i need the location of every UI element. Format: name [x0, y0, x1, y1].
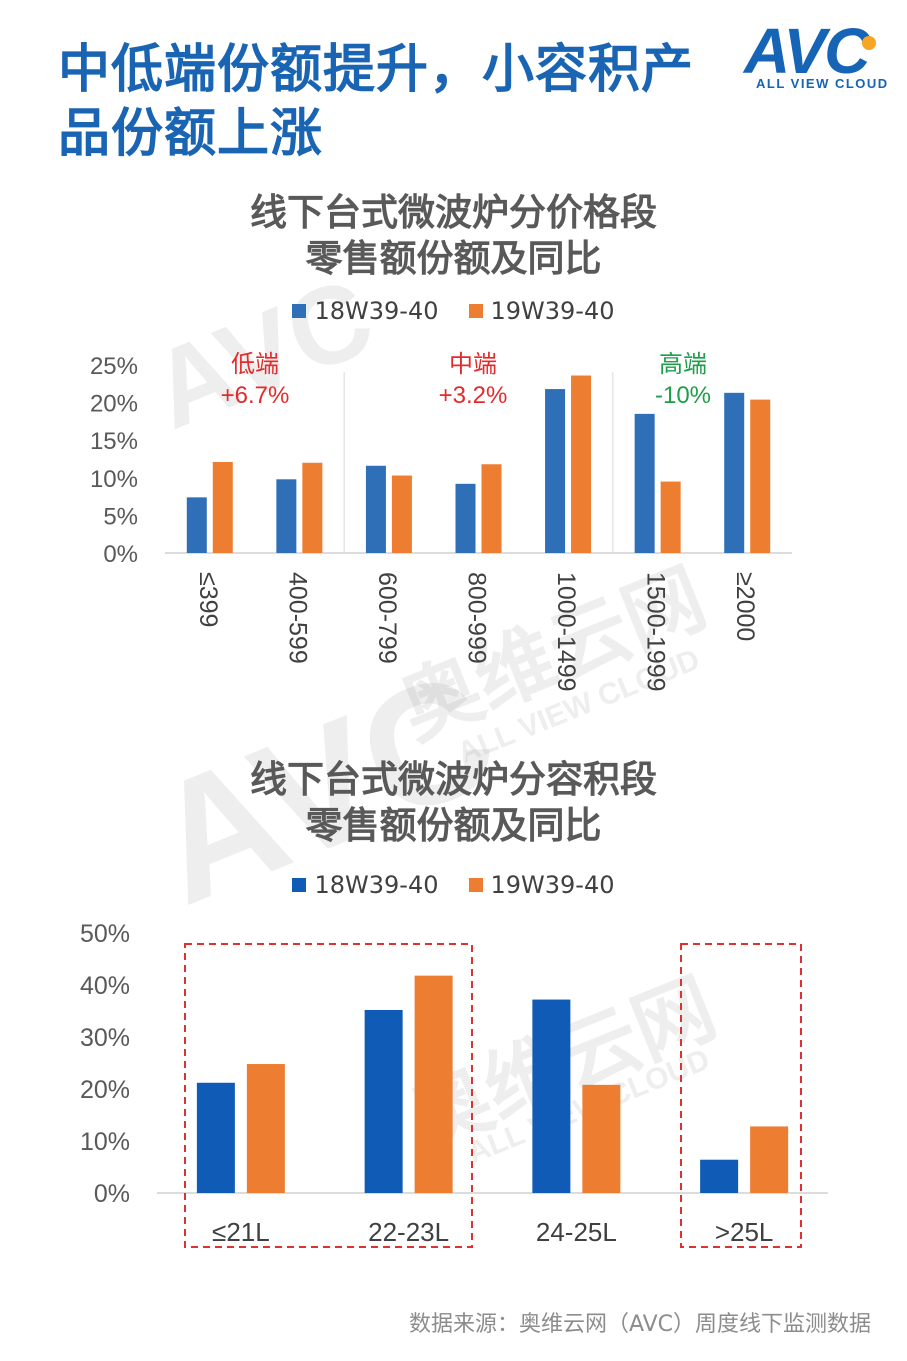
bar-18w — [365, 465, 386, 553]
legend-swatch-orange — [468, 304, 483, 318]
x-tick-label: 1500-1999 — [642, 572, 670, 692]
x-tick-label: 400-599 — [283, 572, 311, 664]
x-tick-label: ≥2000 — [731, 572, 759, 641]
bar-19w — [481, 464, 502, 553]
x-tick-label: >25L — [715, 1217, 774, 1247]
segment-change: +6.7% — [221, 382, 290, 409]
chart1-title: 线下台式微波炉分价格段 零售额份额及同比 — [0, 190, 907, 282]
bar-18w — [196, 1082, 235, 1193]
chart1-legend: 18W39-40 19W39-40 — [0, 297, 907, 325]
legend-swatch-blue — [292, 878, 307, 892]
x-tick-label: 1000-1499 — [552, 572, 580, 692]
bar-18w — [634, 413, 655, 553]
bar-19w — [571, 375, 592, 553]
logo-subtitle: ALL VIEW CLOUD — [756, 76, 889, 91]
chart2-title: 线下台式微波炉分容积段 零售额份额及同比 — [0, 757, 907, 849]
chart1-legend-item-19: 19W39-40 — [468, 297, 615, 325]
chart1-svg: 0% 5% 10% 15% 20% 25% ≤399 400-599 600-799 800-99… — [90, 350, 792, 692]
bar-19w — [750, 399, 771, 553]
bar-19w — [582, 1084, 621, 1193]
y-tick-label: 20% — [90, 391, 138, 418]
y-tick-label: 20% — [80, 1076, 130, 1104]
highlight-box-large-capacity — [680, 943, 802, 1248]
x-tick-label: ≤21L — [212, 1217, 270, 1247]
bar-19w — [750, 1126, 789, 1193]
chart1-title-line2: 零售额份额及同比 — [305, 237, 602, 280]
bar-19w — [391, 475, 412, 553]
bar-19w — [246, 1064, 285, 1193]
legend-label: 18W39-40 — [314, 871, 439, 899]
legend-swatch-blue — [292, 304, 307, 318]
legend-label: 19W39-40 — [490, 871, 615, 899]
x-tick-label: 22-23L — [368, 1217, 449, 1247]
y-tick-label: 15% — [90, 428, 138, 455]
bar-18w — [186, 497, 207, 553]
x-tick-label: 24-25L — [536, 1217, 617, 1247]
y-tick-label: 10% — [80, 1128, 130, 1156]
y-tick-label: 0% — [94, 1180, 130, 1208]
legend-label: 18W39-40 — [314, 297, 439, 325]
segment-change: +3.2% — [439, 382, 508, 409]
chart2-title-line1: 线下台式微波炉分容积段 — [250, 758, 657, 801]
y-tick-label: 30% — [80, 1024, 130, 1052]
bar-18w — [455, 483, 476, 553]
chart2-legend-item-18: 18W39-40 — [292, 871, 439, 899]
segment-label: 中端 — [449, 350, 497, 378]
chart1-title-line1: 线下台式微波炉分价格段 — [250, 191, 657, 234]
y-tick-label: 50% — [80, 920, 130, 948]
y-tick-label: 25% — [90, 353, 138, 380]
y-tick-label: 0% — [103, 541, 138, 568]
page-title: 中低端份额提升，小容积产 品份额上涨 — [58, 38, 738, 166]
y-tick-label: 10% — [90, 466, 138, 493]
bar-18w — [545, 389, 566, 553]
bar-19w — [302, 462, 323, 553]
y-tick-label: 40% — [80, 972, 130, 1000]
bar-18w — [276, 479, 297, 553]
bar-18w — [724, 392, 745, 553]
x-tick-label: 800-999 — [463, 572, 491, 664]
bar-19w — [660, 481, 681, 553]
logo-dot-icon — [862, 36, 876, 50]
chart2-legend: 18W39-40 19W39-40 — [0, 871, 907, 899]
page-title-line1: 中低端份额提升，小容积产 — [58, 40, 695, 100]
source-footnote: 数据来源：奥维云网（AVC）周度线下监测数据 — [408, 1312, 871, 1337]
bar-19w — [212, 462, 233, 553]
x-tick-label: ≤399 — [194, 572, 222, 627]
bar-18w — [532, 999, 571, 1193]
bar-18w — [700, 1159, 739, 1193]
y-tick-label: 5% — [103, 503, 138, 530]
chart2-legend-item-19: 19W39-40 — [468, 871, 615, 899]
avc-logo: AVC ALL VIEW CLOUD — [744, 14, 894, 104]
chart2-title-line2: 零售额份额及同比 — [305, 804, 602, 847]
chart1-legend-item-18: 18W39-40 — [292, 297, 439, 325]
legend-label: 19W39-40 — [490, 297, 615, 325]
x-tick-label: 600-799 — [373, 572, 401, 664]
segment-change: -10% — [655, 382, 711, 409]
segment-label: 低端 — [231, 350, 279, 378]
segment-label: 高端 — [659, 350, 707, 378]
bar-19w — [414, 975, 453, 1193]
chart2-svg: 0% 10% 20% 30% 40% 50% ≤21L 22-23L 24-25L >25L — [80, 920, 828, 1248]
legend-swatch-orange — [468, 878, 483, 892]
highlight-box-small-capacity — [184, 943, 473, 1248]
page-title-line2: 品份额上涨 — [58, 104, 324, 164]
bar-18w — [364, 1009, 403, 1193]
logo-text: AVC — [744, 15, 870, 87]
